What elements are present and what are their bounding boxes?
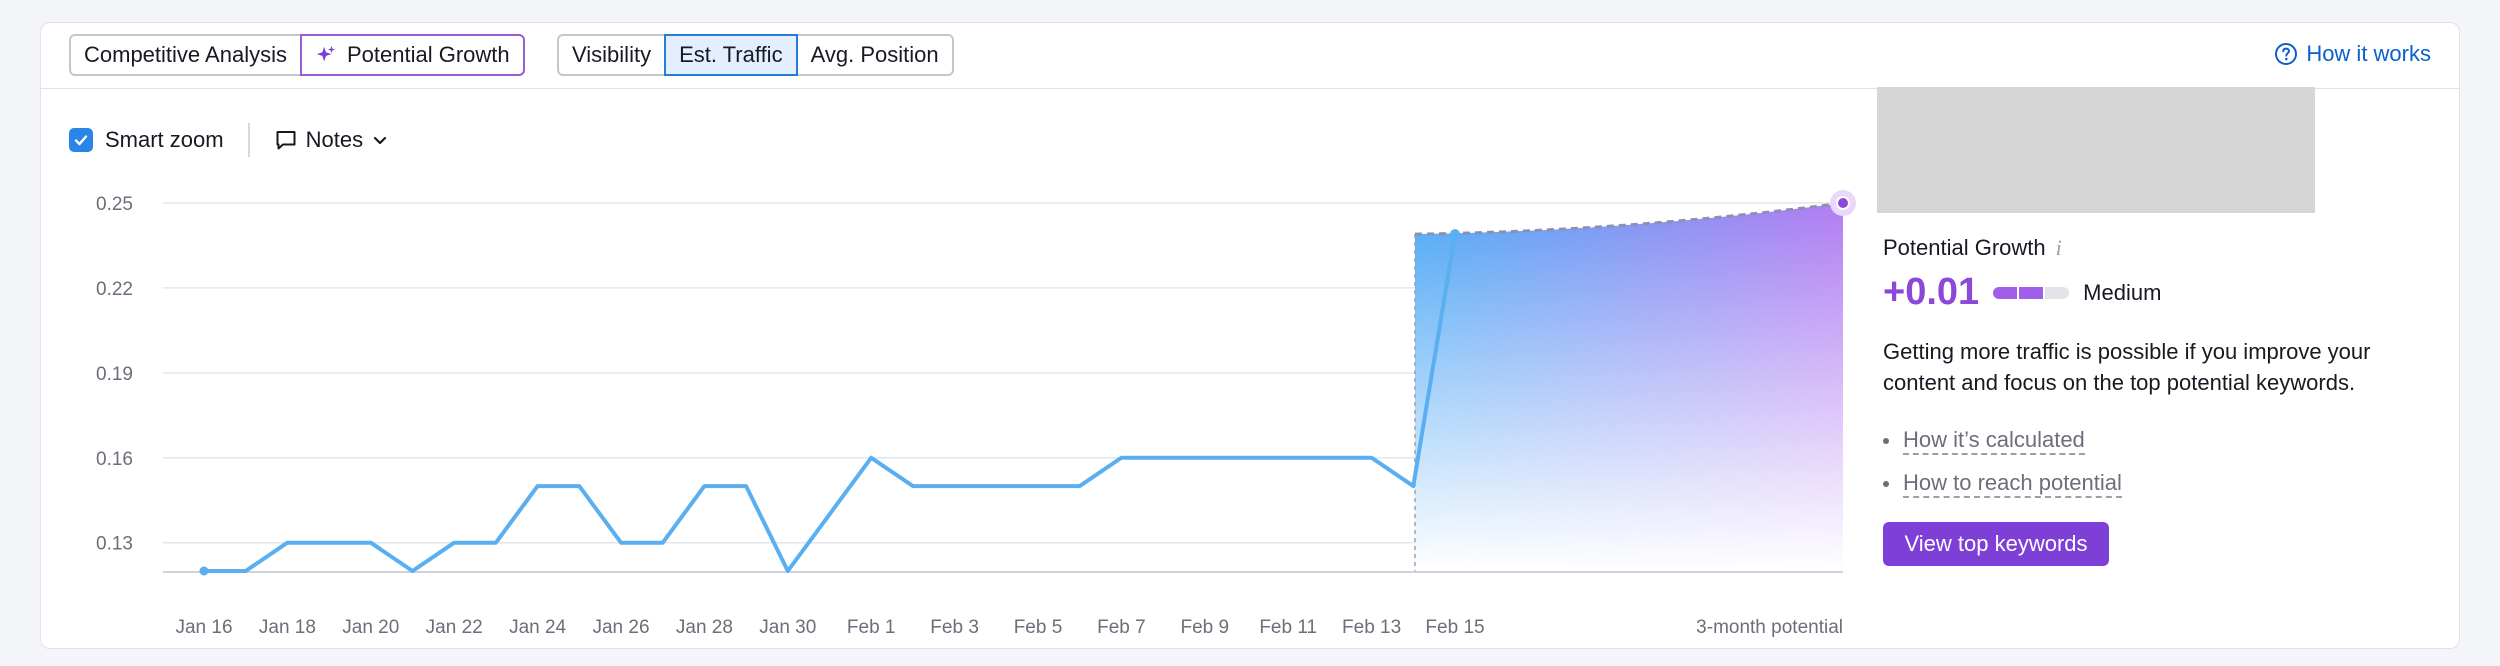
- x-tick-label: Feb 9: [1181, 617, 1230, 638]
- avg-position-tab[interactable]: Avg. Position: [795, 34, 954, 76]
- note-icon: [276, 131, 296, 150]
- visibility-tab[interactable]: Visibility: [557, 34, 667, 76]
- metric-switch: Visibility Est. Traffic Avg. Position: [557, 34, 954, 76]
- y-tick-label: 0.19: [96, 364, 133, 385]
- analysis-mode-switch: Competitive Analysis Potential Growth: [69, 34, 525, 76]
- divider: [247, 123, 250, 157]
- potential-area-fade: [1415, 203, 1843, 571]
- x-tick-label: Jan 16: [175, 617, 232, 638]
- x-tick-label: Feb 13: [1342, 617, 1401, 638]
- x-tick-label: Feb 15: [1425, 617, 1484, 638]
- help-links: How it’s calculated How to reach potenti…: [1883, 426, 2423, 498]
- y-tick-label: 0.16: [96, 449, 133, 470]
- meter-segment: [2019, 286, 2044, 299]
- traffic-chart-card: Competitive Analysis Potential Growth Vi…: [40, 22, 2460, 649]
- traffic-series-line: [204, 233, 1457, 573]
- x-tick-label: Feb 3: [930, 617, 979, 638]
- x-tick-label: Jan 18: [259, 617, 316, 638]
- checkmark-icon: [74, 135, 88, 146]
- how-it-works-label: How it works: [2306, 41, 2431, 66]
- chart-controls: Smart zoom Notes: [69, 120, 389, 160]
- meter-segment: [1993, 286, 2018, 299]
- chevron-down-icon: [373, 136, 387, 145]
- notes-label: Notes: [305, 127, 364, 152]
- series-start-point: [199, 566, 209, 576]
- potential-growth-heading: Potential Growth i: [1883, 235, 2423, 261]
- info-icon[interactable]: i: [2055, 235, 2062, 260]
- traffic-line-chart: 0.13 0.16 0.19 0.22 0.25 Jan 16 Jan 18 Jan 20 Ja…: [96, 190, 1856, 638]
- x-tick-label: Feb 11: [1259, 617, 1317, 638]
- potential-growth-score: +0.01 Medium: [1883, 271, 2423, 314]
- how-calculated-link[interactable]: How it’s calculated: [1903, 426, 2085, 455]
- list-item: How it’s calculated: [1883, 426, 2423, 455]
- notes-dropdown[interactable]: Notes: [274, 127, 389, 153]
- potential-description: Getting more traffic is possible if you …: [1883, 339, 2371, 395]
- chart-toolbar: Competitive Analysis Potential Growth Vi…: [41, 23, 2459, 89]
- avg-position-label: Avg. Position: [810, 42, 939, 67]
- smart-zoom-checkbox[interactable]: [69, 128, 93, 152]
- smart-zoom-label: Smart zoom: [105, 127, 224, 152]
- x-tick-label: Feb 7: [1097, 617, 1146, 638]
- x-tick-label: Jan 28: [676, 617, 733, 638]
- competitive-analysis-label: Competitive Analysis: [84, 42, 287, 67]
- potential-growth-tab[interactable]: Potential Growth: [299, 34, 525, 76]
- bullet: [1883, 437, 1889, 444]
- how-it-works-link[interactable]: How it works: [2274, 41, 2431, 67]
- x-tick-label: Jan 30: [759, 617, 816, 638]
- bullet: [1883, 480, 1889, 487]
- y-tick-label: 0.22: [96, 279, 133, 300]
- x-tick-label: Jan 26: [592, 617, 649, 638]
- y-tick-label: 0.25: [96, 194, 133, 215]
- x-tick-label: Jan 22: [426, 617, 483, 638]
- potential-growth-title: Potential Growth: [1883, 235, 2046, 260]
- visibility-label: Visibility: [572, 42, 652, 67]
- competitive-analysis-tab[interactable]: Competitive Analysis: [69, 34, 302, 76]
- question-circle-icon: [2275, 43, 2298, 65]
- x-tick-label: Jan 24: [509, 617, 566, 638]
- preview-image-placeholder: [1877, 87, 2315, 213]
- potential-axis-label: 3-month potential: [1696, 617, 1843, 638]
- list-item: How to reach potential: [1883, 469, 2423, 498]
- x-tick-label: Feb 5: [1014, 617, 1063, 638]
- sparkle-icon: [316, 45, 336, 62]
- y-tick-label: 0.13: [96, 534, 133, 555]
- potential-growth-panel: Potential Growth i +0.01 Medium Getting …: [1883, 235, 2423, 566]
- est-traffic-tab[interactable]: Est. Traffic: [664, 34, 798, 76]
- est-traffic-label: Est. Traffic: [679, 42, 783, 67]
- potential-level-label: Medium: [2083, 279, 2162, 305]
- potential-growth-value: +0.01: [1883, 271, 1980, 313]
- x-tick-label: Jan 20: [342, 617, 399, 638]
- view-top-keywords-button[interactable]: View top keywords: [1883, 522, 2109, 566]
- potential-end-point: [1836, 196, 1850, 210]
- potential-level-meter: [1993, 286, 2071, 299]
- meter-segment: [2045, 286, 2070, 299]
- potential-growth-label: Potential Growth: [346, 42, 510, 67]
- x-tick-label: Feb 1: [847, 617, 896, 638]
- how-to-reach-potential-link[interactable]: How to reach potential: [1903, 469, 2122, 498]
- series-last-point: [1450, 229, 1460, 240]
